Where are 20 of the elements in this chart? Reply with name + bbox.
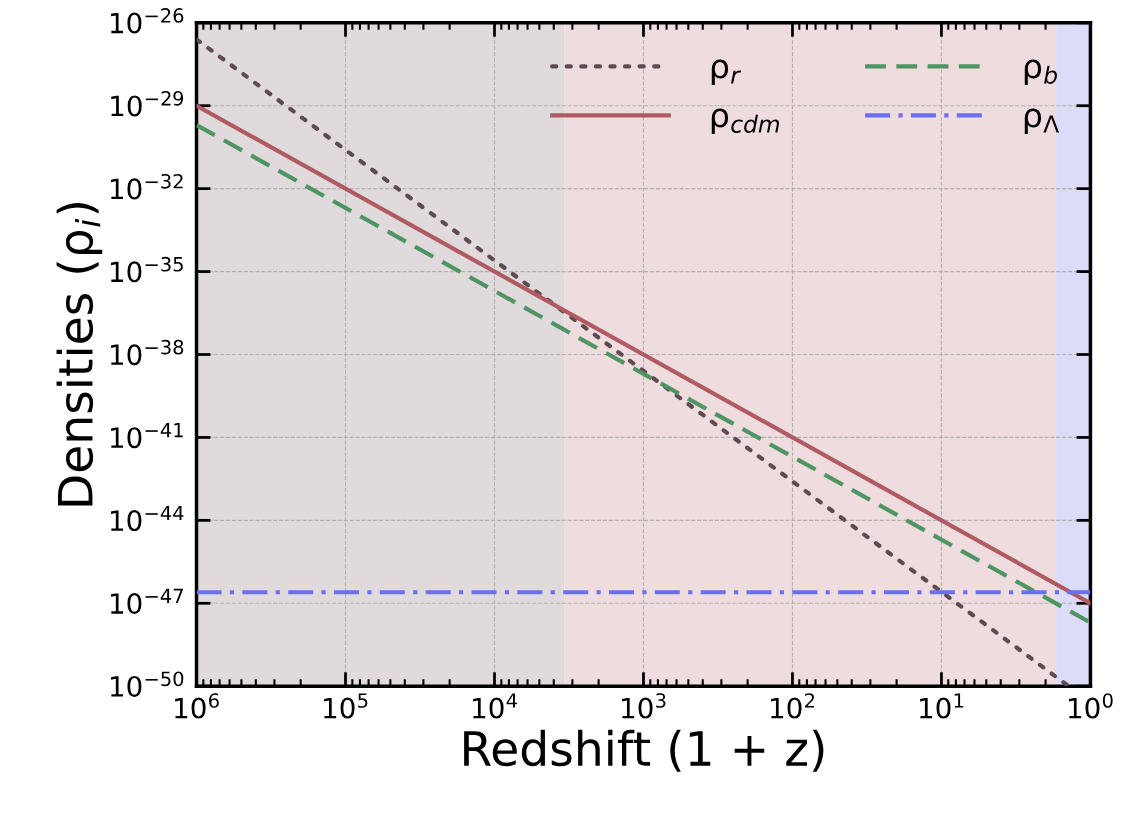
x-tick-label: 10$^{4}$ (473, 693, 517, 719)
x-tick-label: 10$^{2}$ (771, 693, 815, 719)
legend-label: ρ$_{Λ}$ (1024, 108, 1060, 135)
x-axis-title: Redshift (1 + z) (464, 729, 824, 772)
legend-label: ρ$_{b}$ (1024, 59, 1057, 86)
y-tick-label: 10$^{−47}$ (110, 588, 183, 615)
x-tick-label: 10$^{3}$ (622, 693, 666, 719)
x-tick-label: 10$^{0}$ (1069, 693, 1113, 719)
legend-label: ρ$_{r}$ (711, 59, 742, 86)
y-tick-label: 10$^{−26}$ (110, 8, 184, 34)
x-tick-label: 10$^{1}$ (920, 693, 964, 719)
x-tick-label: 10$^{5}$ (324, 693, 368, 719)
y-tick-label: 10$^{−32}$ (110, 173, 183, 200)
y-tick-label: 10$^{−44}$ (110, 505, 184, 532)
y-tick-label: 10$^{−35}$ (110, 256, 183, 283)
legend-label: ρ$_{cdm}$ (711, 108, 780, 135)
y-tick-label: 10$^{−38}$ (110, 339, 184, 366)
y-axis-title: Densities (ρ$_{i}$) (56, 203, 103, 506)
y-tick-label: 10$^{−29}$ (111, 90, 184, 117)
y-tick-label: 10$^{−41}$ (110, 422, 183, 449)
